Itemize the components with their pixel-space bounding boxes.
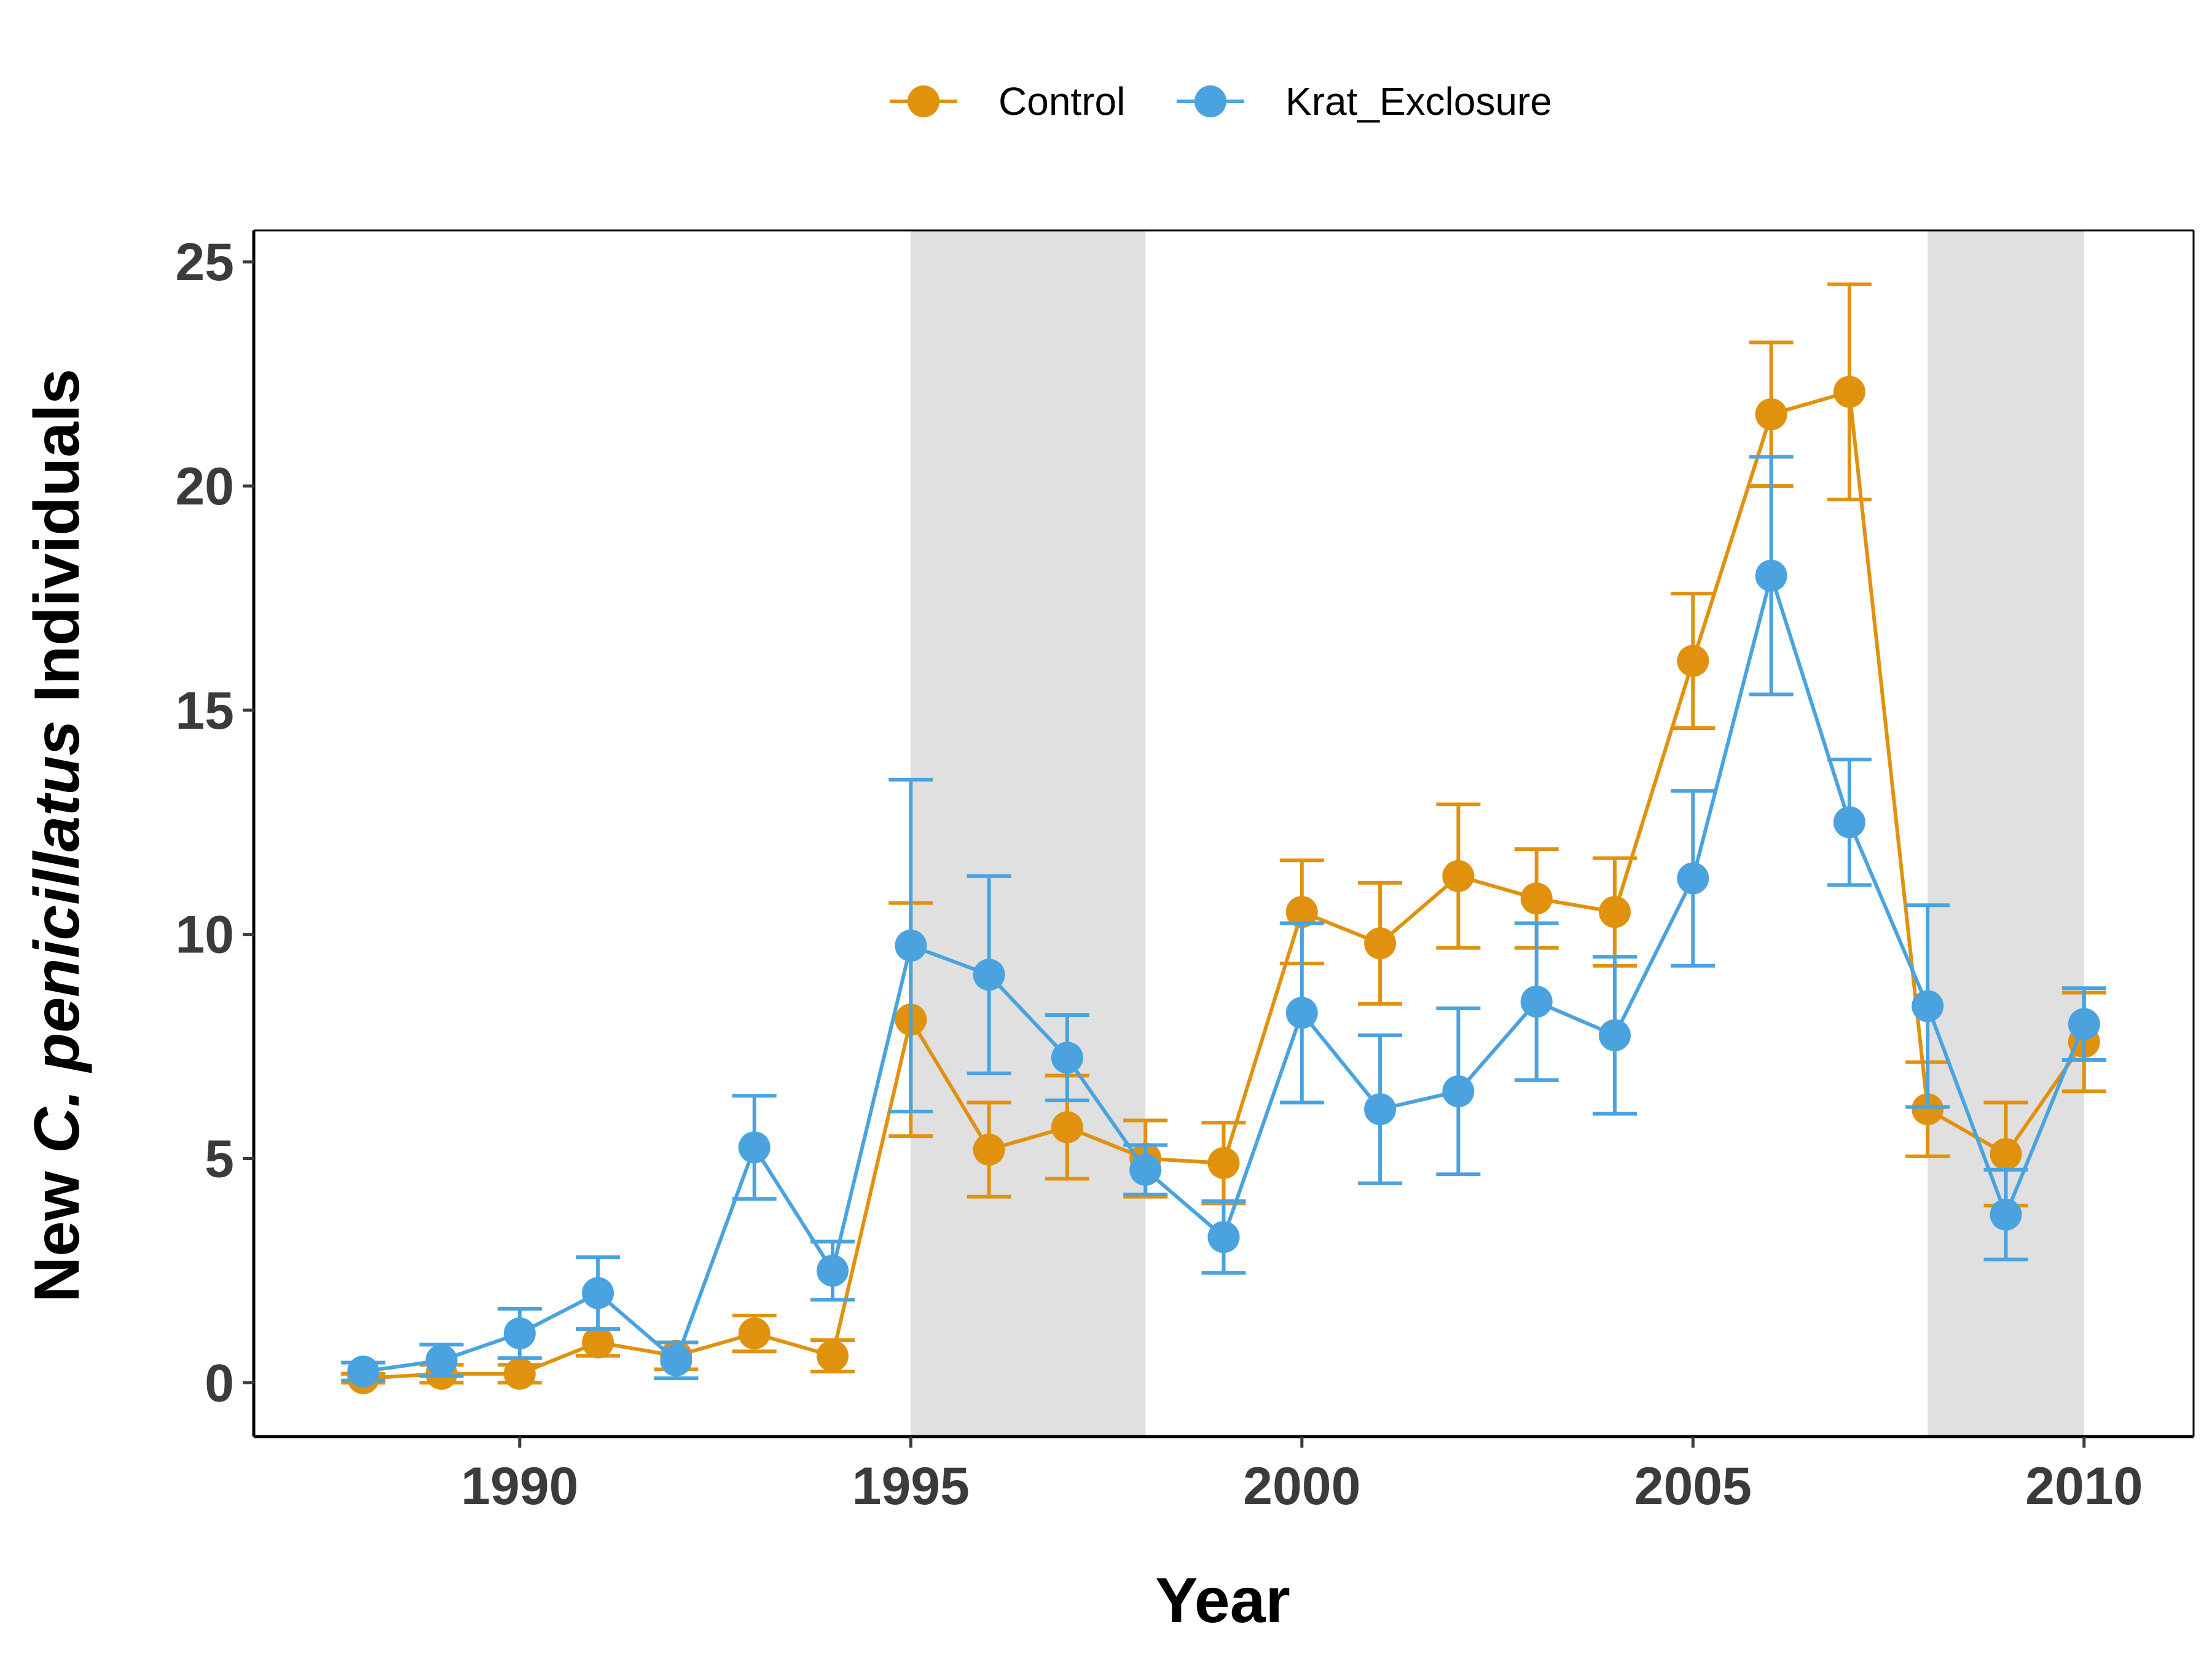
legend-label-krat-exclosure: Krat_Exclosure bbox=[1285, 79, 1552, 124]
y-tick-label-25: 25 bbox=[175, 233, 234, 292]
point-control-1997 bbox=[1051, 1111, 1083, 1143]
axes: 0 5 10 15 20 25 1990 1995 2000 2005 2010 bbox=[175, 229, 2195, 1516]
point-krat-exclosure-2006 bbox=[1755, 559, 1787, 592]
y-axis-title-prefix: New bbox=[22, 1153, 93, 1303]
series-layer bbox=[341, 282, 2106, 1395]
y-tick-label-5: 5 bbox=[205, 1130, 234, 1189]
point-control-1996 bbox=[973, 1133, 1005, 1166]
point-krat-exclosure-2004 bbox=[1598, 1019, 1631, 1051]
point-control-2004 bbox=[1598, 896, 1631, 928]
x-tick-label-1990: 1990 bbox=[461, 1457, 578, 1516]
point-control-2006 bbox=[1755, 398, 1787, 431]
point-krat-exclosure-1997 bbox=[1051, 1041, 1083, 1074]
point-krat-exclosure-2000 bbox=[1285, 997, 1318, 1029]
point-krat-exclosure-1994 bbox=[817, 1254, 849, 1287]
x-tick-label-2010: 2010 bbox=[2025, 1457, 2143, 1516]
point-control-2003 bbox=[1520, 882, 1553, 915]
y-axis-title-suffix: Individuals bbox=[22, 369, 93, 720]
point-control-1993 bbox=[738, 1317, 771, 1350]
x-tick-label-2005: 2005 bbox=[1634, 1457, 1752, 1516]
y-axis-title: New C. penicillatus Individuals bbox=[22, 369, 93, 1303]
legend-key-krat-exclosure-marker bbox=[1194, 85, 1226, 117]
y-tick-label-10: 10 bbox=[175, 906, 234, 965]
point-krat-exclosure-2008 bbox=[1912, 990, 1944, 1022]
point-krat-exclosure-2003 bbox=[1520, 986, 1553, 1018]
point-krat-exclosure-2009 bbox=[1990, 1198, 2022, 1231]
point-krat-exclosure-1989 bbox=[425, 1344, 458, 1376]
point-control-2002 bbox=[1442, 860, 1475, 892]
y-tick-label-0: 0 bbox=[205, 1354, 234, 1413]
point-krat-exclosure-1995 bbox=[895, 929, 927, 962]
point-krat-exclosure-2002 bbox=[1442, 1075, 1475, 1108]
legend-item-krat-exclosure: Krat_Exclosure bbox=[1177, 79, 1552, 124]
point-control-1994 bbox=[817, 1339, 849, 1372]
point-krat-exclosure-2007 bbox=[1833, 806, 1865, 839]
point-krat-exclosure-1992 bbox=[660, 1344, 692, 1376]
point-krat-exclosure-1988 bbox=[347, 1355, 380, 1388]
x-tick-label-1995: 1995 bbox=[852, 1457, 970, 1516]
shaded-periods bbox=[911, 230, 2084, 1437]
series-krat-exclosure bbox=[341, 455, 2106, 1388]
shaded-period-0 bbox=[911, 230, 1146, 1437]
y-tick-label-15: 15 bbox=[175, 681, 234, 740]
legend-label-control: Control bbox=[998, 79, 1125, 124]
point-krat-exclosure-1990 bbox=[503, 1317, 536, 1350]
point-krat-exclosure-2001 bbox=[1364, 1093, 1397, 1126]
point-krat-exclosure-2005 bbox=[1677, 862, 1709, 895]
point-krat-exclosure-1996 bbox=[973, 959, 1005, 991]
point-krat-exclosure-1999 bbox=[1207, 1221, 1240, 1253]
point-control-2005 bbox=[1677, 645, 1709, 677]
y-tick-label-20: 20 bbox=[175, 457, 234, 516]
point-krat-exclosure-1993 bbox=[738, 1131, 771, 1164]
legend: Control Krat_Exclosure bbox=[890, 79, 1552, 124]
point-control-2000 bbox=[1285, 896, 1318, 928]
point-control-1990 bbox=[503, 1357, 536, 1390]
point-control-2009 bbox=[1990, 1138, 2022, 1171]
point-control-2001 bbox=[1364, 927, 1397, 960]
point-krat-exclosure-2010 bbox=[2068, 1008, 2100, 1040]
legend-item-control: Control bbox=[890, 79, 1125, 124]
point-krat-exclosure-1991 bbox=[582, 1277, 614, 1309]
x-tick-label-2000: 2000 bbox=[1243, 1457, 1360, 1516]
series-control bbox=[341, 282, 2106, 1395]
legend-key-control-marker bbox=[908, 85, 939, 117]
point-control-1991 bbox=[582, 1326, 614, 1359]
point-control-2008 bbox=[1912, 1093, 1944, 1126]
point-control-1999 bbox=[1207, 1147, 1240, 1179]
point-control-2007 bbox=[1833, 375, 1865, 408]
y-axis-title-species: C. penicillatus bbox=[22, 720, 93, 1153]
point-krat-exclosure-1998 bbox=[1129, 1153, 1162, 1186]
x-axis-title: Year bbox=[1155, 1565, 1290, 1636]
